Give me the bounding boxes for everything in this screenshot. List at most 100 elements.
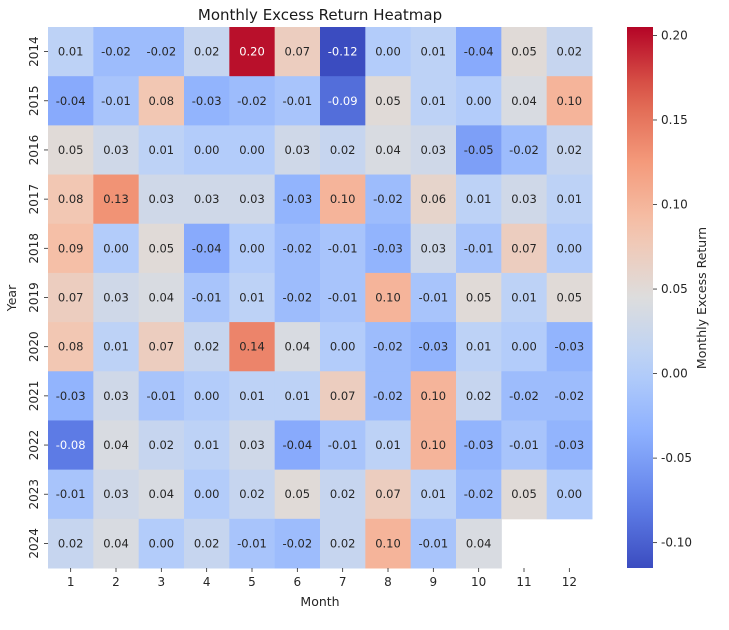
x-axis-label: Month (300, 594, 339, 609)
cell-value-label: 0.07 (375, 487, 401, 501)
cell-value-label: 0.07 (149, 340, 175, 354)
y-tick-label: 2023 (27, 479, 41, 510)
cell-value-label: -0.04 (56, 94, 86, 108)
cell-value-label: 0.03 (103, 143, 129, 157)
heatmap-cell (229, 174, 276, 225)
x-tick-label: 12 (562, 575, 577, 589)
cell-value-label: 0.03 (149, 192, 175, 206)
cell-value-label: 0.02 (194, 340, 220, 354)
heatmap-cell (48, 518, 94, 569)
cell-value-label: -0.03 (554, 340, 584, 354)
colorbar-tick-label: 0.20 (661, 28, 688, 42)
colorbar-tick-label: 0.15 (661, 113, 688, 127)
colorbar-ticks: -0.10 -0.05 0.00 0.05 0.10 0.15 0.20 (653, 28, 692, 550)
cell-value-label: -0.01 (101, 94, 131, 108)
heatmap-cell (365, 469, 412, 520)
heatmap-cell (274, 322, 321, 372)
cell-value-label: -0.02 (509, 143, 539, 157)
cell-value-label: 0.02 (58, 536, 84, 550)
heatmap-cell (546, 272, 593, 323)
heatmap-cell (274, 27, 321, 77)
heatmap-cell (410, 223, 457, 274)
cell-value-label: 0.04 (375, 143, 401, 157)
heatmap-cell (184, 469, 230, 520)
colorbar-tick-label: 0.10 (661, 198, 688, 212)
heatmap-cell (410, 420, 457, 471)
cell-value-label: 0.03 (285, 143, 311, 157)
cell-value-label: -0.03 (554, 438, 584, 452)
cell-value-label: -0.04 (192, 241, 222, 255)
y-axis-label: Year (4, 284, 19, 312)
heatmap-cell (501, 223, 548, 274)
cell-value-label: 0.03 (103, 487, 129, 501)
cell-value-label: -0.02 (282, 291, 312, 305)
cell-value-label: -0.02 (101, 45, 131, 59)
cell-value-label: 0.02 (330, 487, 356, 501)
heatmap-cell (184, 174, 230, 225)
cell-value-label: 0.10 (557, 94, 583, 108)
cell-value-label: 0.10 (375, 536, 401, 550)
cell-value-label: 0.07 (285, 45, 311, 59)
cell-value-label: -0.03 (282, 192, 312, 206)
heatmap-cell (410, 272, 457, 323)
cell-value-label: 0.20 (239, 45, 265, 59)
cell-value-label: 0.00 (194, 389, 220, 403)
cell-value-label: 0.01 (285, 389, 311, 403)
cell-value-label: 0.01 (375, 438, 401, 452)
heatmap-cell (456, 322, 502, 372)
cell-value-label: 0.02 (330, 536, 356, 550)
heatmap-cell (546, 76, 593, 126)
heatmap-cell (320, 125, 366, 176)
y-tick-label: 2017 (27, 184, 41, 215)
heatmap-cell (456, 272, 502, 323)
colorbar-tick-label: 0.00 (661, 367, 688, 381)
cell-value-label: 0.10 (421, 389, 447, 403)
cell-value-label: 0.10 (421, 438, 447, 452)
cell-value-label: 0.00 (511, 340, 537, 354)
cell-value-label: 0.00 (466, 94, 492, 108)
heatmap-cell (229, 76, 276, 126)
heatmap-cell (274, 371, 321, 421)
heatmap-cell (93, 469, 140, 520)
cell-value-label: 0.00 (103, 241, 129, 255)
heatmap-cell (138, 272, 185, 323)
heatmap-cell (184, 420, 230, 471)
heatmap-cell (501, 174, 548, 225)
heatmap-cell (48, 27, 94, 77)
heatmap-cell (501, 272, 548, 323)
cell-value-label: 0.08 (58, 340, 84, 354)
cell-value-label: 0.00 (149, 536, 175, 550)
cell-value-label: 0.05 (557, 291, 583, 305)
heatmap-cell (274, 518, 321, 569)
heatmap-cell (456, 371, 502, 421)
cell-value-label: 0.05 (149, 241, 175, 255)
cell-value-label: 0.01 (103, 340, 129, 354)
cell-value-label: -0.03 (464, 438, 494, 452)
heatmap-cell (501, 27, 548, 77)
cell-value-label: 0.09 (58, 241, 84, 255)
heatmap-cell (184, 125, 230, 176)
heatmap-cell (138, 420, 185, 471)
cell-value-label: -0.03 (192, 94, 222, 108)
cell-value-label: -0.02 (282, 241, 312, 255)
heatmap-cell (365, 518, 412, 569)
cell-value-label: -0.01 (192, 291, 222, 305)
heatmap-cell (274, 125, 321, 176)
cell-value-label: 0.01 (421, 94, 447, 108)
cell-value-label: -0.02 (282, 536, 312, 550)
cell-value-label: 0.04 (149, 487, 175, 501)
heatmap-cells: 0.01 -0.02 -0.02 0.02 0.20 0.07 -0.12 0.00 0.01 -… (48, 27, 593, 569)
cell-value-label: 0.02 (239, 487, 265, 501)
heatmap-cell (320, 371, 366, 421)
heatmap-cell (229, 322, 276, 372)
heatmap-cell (184, 223, 230, 274)
heatmap-cell (501, 76, 548, 126)
heatmap-cell (456, 174, 502, 225)
cell-value-label: -0.02 (554, 389, 584, 403)
heatmap-cell (93, 272, 140, 323)
cell-value-label: -0.01 (237, 536, 267, 550)
heatmap-cell (320, 27, 366, 77)
heatmap-cell (48, 371, 94, 421)
heatmap-cell (410, 174, 457, 225)
y-tick-label: 2016 (27, 135, 41, 166)
